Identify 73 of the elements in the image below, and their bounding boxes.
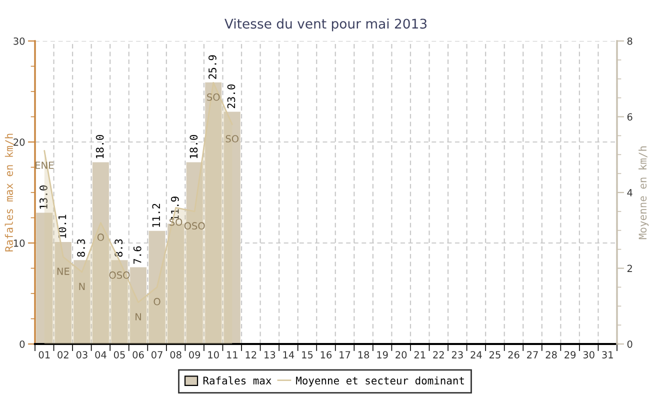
x-tick-label: 15 (302, 351, 313, 358)
data-label: N (136, 313, 141, 320)
x-tick-label: 16 (320, 351, 332, 358)
x-tick-label: 20 (396, 351, 407, 358)
y-tick-label: 30 (14, 37, 25, 45)
data-label: 8.3 (114, 239, 123, 257)
y2-tick-label: 0 (627, 340, 632, 348)
bar (111, 260, 128, 344)
data-label: NE (57, 268, 70, 275)
bar (130, 267, 147, 344)
x-tick-label: 30 (583, 351, 594, 358)
data-label: 7.6 (133, 246, 142, 264)
data-label: 18.0 (96, 135, 104, 158)
data-label: 25.9 (208, 55, 216, 79)
y-axis-title: Rafales max en km/h (4, 134, 14, 252)
data-label: 18.0 (190, 135, 198, 158)
data-label: 13.0 (40, 186, 48, 209)
legend-label: Moyenne et secteur dominant (296, 376, 464, 387)
data-label: OSO (184, 222, 205, 230)
x-tick-label: 31 (602, 351, 613, 358)
x-tick-label: 26 (508, 351, 520, 358)
x-tick-label: 01 (38, 351, 50, 358)
bar (36, 212, 53, 344)
x-tick-label: 23 (452, 351, 463, 358)
x-tick-label: 13 (264, 351, 276, 358)
x-tick-label: 03 (76, 351, 88, 358)
x-tick-label: 07 (151, 351, 162, 358)
legend-label: Rafales max (203, 376, 272, 385)
bar (74, 260, 90, 344)
y-tick-label: 0 (20, 340, 25, 348)
bar (148, 230, 166, 344)
bar (54, 242, 72, 344)
bar (205, 82, 222, 344)
x-tick-label: 06 (132, 351, 144, 358)
data-label: SO (170, 218, 182, 226)
data-label: O (97, 234, 104, 241)
x-tick-label: 04 (95, 351, 106, 358)
data-label: O (154, 298, 160, 306)
data-label: SO (207, 93, 220, 101)
chart-title: Vitesse du vent pour mai 2013 (224, 18, 427, 32)
x-tick-label: 11 (227, 351, 238, 358)
x-tick-label: 14 (283, 351, 294, 358)
y-tick-label: 10 (14, 239, 25, 247)
x-tick-label: 22 (433, 351, 444, 358)
y-tick-label: 20 (14, 138, 25, 146)
data-label: SO (226, 135, 238, 142)
x-tick-label: 18 (358, 351, 370, 358)
x-tick-label: 10 (208, 351, 219, 358)
x-tick-label: 12 (246, 351, 256, 358)
bar (186, 162, 203, 344)
data-label: 11.2 (152, 204, 160, 227)
x-tick-label: 21 (414, 351, 426, 358)
x-tick-label: 28 (546, 351, 557, 358)
x-tick-label: 17 (340, 351, 350, 358)
y2-tick-label: 4 (627, 189, 632, 196)
data-label: 23.0 (227, 84, 236, 108)
x-tick-label: 09 (189, 351, 200, 358)
bar (224, 112, 240, 344)
x-tick-label: 24 (470, 351, 482, 358)
x-tick-label: 05 (114, 351, 125, 358)
x-tick-label: 25 (489, 351, 500, 358)
y2-axis-title: Moyenne en km/h (638, 146, 649, 240)
x-tick-label: 19 (377, 351, 388, 358)
y2-tick-label: 2 (627, 264, 632, 272)
x-tick-label: 08 (170, 351, 182, 358)
bar (92, 162, 109, 344)
x-tick-label: 02 (58, 351, 68, 358)
data-label: N (79, 282, 85, 290)
x-tick-label: 27 (527, 351, 538, 358)
data-label: 8.3 (77, 239, 85, 257)
y2-tick-label: 8 (627, 37, 632, 45)
x-tick-label: 29 (564, 351, 576, 358)
y2-tick-label: 6 (627, 113, 632, 121)
